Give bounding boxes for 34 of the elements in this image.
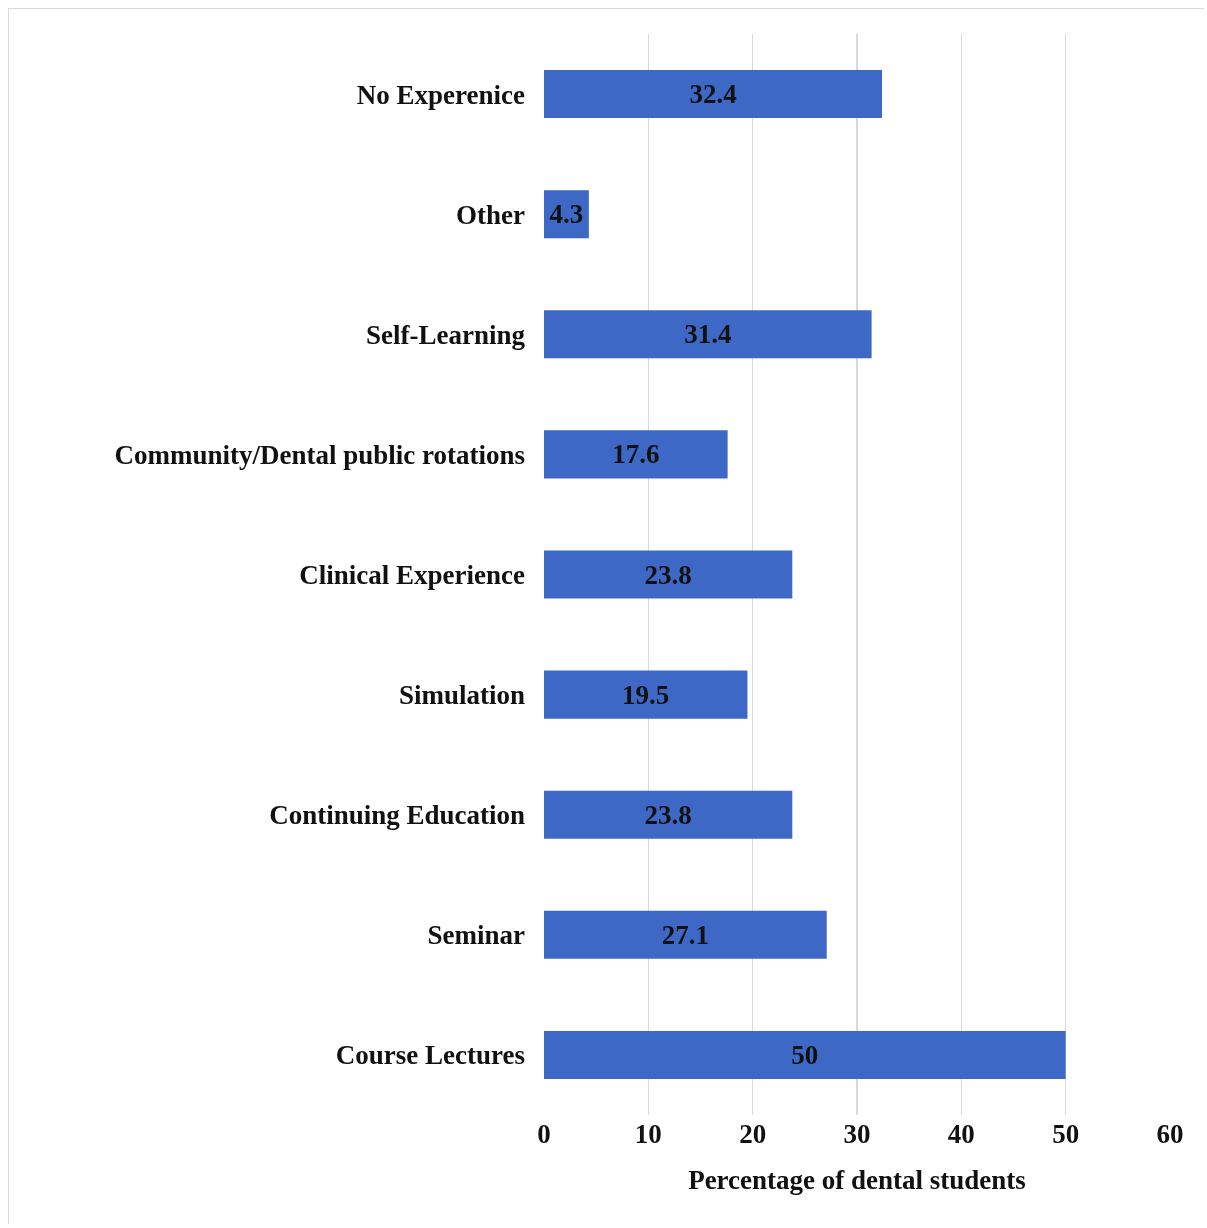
y-tick-label: Seminar xyxy=(427,920,526,951)
data-label: 50 xyxy=(791,1039,819,1070)
bar xyxy=(544,1030,1066,1079)
bar xyxy=(544,310,872,359)
y-tick-label: No Experenice xyxy=(356,79,525,110)
y-tick-label: Other xyxy=(456,199,526,230)
y-tick-label: Simulation xyxy=(398,680,525,711)
x-axis-title: Percentage of dental students xyxy=(688,1165,1026,1196)
data-label: 23.8 xyxy=(644,799,692,830)
x-tick-label: 0 xyxy=(537,1119,551,1149)
data-label: 23.8 xyxy=(644,559,692,590)
x-tick-label: 60 xyxy=(1156,1119,1184,1149)
bar xyxy=(544,790,793,839)
bar xyxy=(544,430,728,479)
bar xyxy=(544,70,883,119)
data-label: 17.6 xyxy=(612,439,660,470)
x-tick-label: 30 xyxy=(843,1119,871,1149)
x-tick-label: 50 xyxy=(1052,1119,1080,1149)
x-tick-label: 20 xyxy=(739,1119,767,1149)
bar xyxy=(544,550,793,599)
data-label: 31.4 xyxy=(684,319,732,350)
bar xyxy=(544,910,827,959)
x-tick-label: 40 xyxy=(947,1119,975,1149)
y-tick-label: Continuing Education xyxy=(269,800,525,831)
y-tick-label: Course Lectures xyxy=(335,1040,525,1071)
data-label: 32.4 xyxy=(689,79,737,110)
y-tick-label: Community/Dental public rotations xyxy=(114,439,525,470)
y-tick-label: Clinical Experience xyxy=(299,559,526,590)
x-tick-label: 10 xyxy=(634,1119,662,1149)
data-label: 27.1 xyxy=(661,919,709,950)
data-label: 19.5 xyxy=(622,679,670,710)
y-tick-label: Self-Learning xyxy=(366,319,526,350)
bar xyxy=(544,670,748,719)
data-label: 4.3 xyxy=(549,199,584,230)
